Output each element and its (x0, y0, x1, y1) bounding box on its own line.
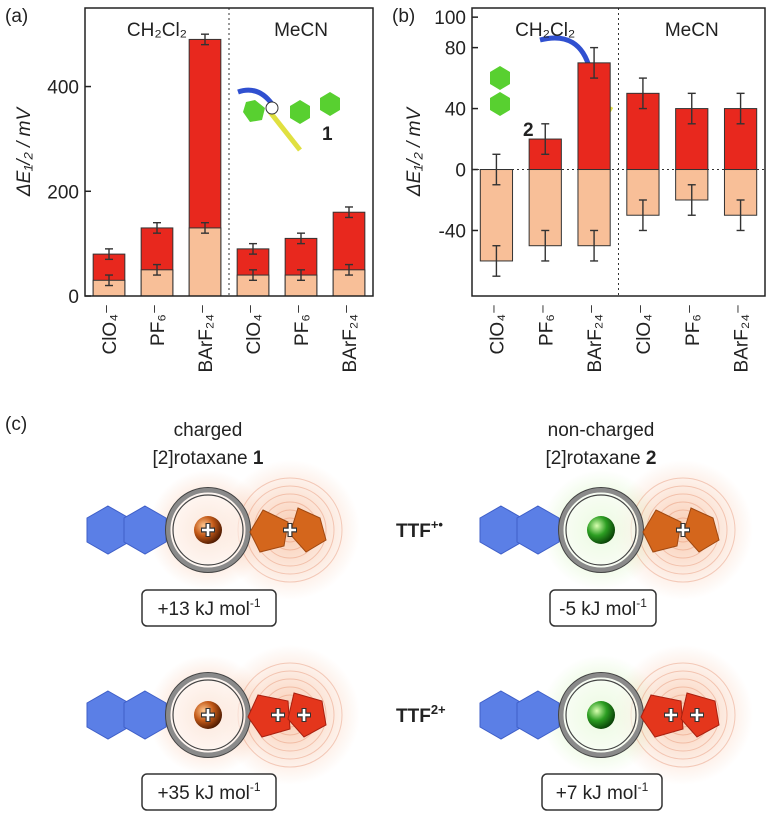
plot-frame (84, 7, 374, 297)
column-title: non-charged (548, 420, 655, 441)
column-title: charged (174, 420, 243, 441)
y-tick-label: 100 (434, 8, 466, 29)
energy-unit-exponent: -1 (636, 596, 647, 610)
column-title-text: [2]rotaxane (153, 448, 253, 469)
row-label-charge: +• (431, 517, 444, 532)
error-bar (541, 123, 550, 155)
y-tick-label: -40 (439, 221, 466, 242)
x-tick-label: BArF₂₄⁻ (196, 304, 217, 372)
error-bar (736, 92, 745, 125)
error-bar (590, 46, 599, 79)
energy-text: +35 kJ mol (157, 783, 249, 804)
y-axis-label: ΔE₁/₂ / mV (404, 106, 425, 198)
error-bar (492, 153, 501, 186)
error-bar (153, 263, 161, 276)
energy-unit-exponent: -1 (250, 596, 261, 610)
plot-frame (471, 7, 766, 297)
error-bar (297, 269, 305, 281)
column-title-text: [2]rotaxane (546, 448, 646, 469)
energy-text: +7 kJ mol (556, 783, 638, 804)
error-bar (153, 221, 161, 234)
x-tick-label: BArF₂₄⁻ (585, 304, 606, 372)
error-bar (345, 206, 353, 219)
y-tick-label: 40 (445, 100, 466, 121)
energy-text: -5 kJ mol (559, 599, 636, 620)
error-bar (249, 242, 257, 255)
y-axis-label: ΔE₁/₂ / mV (14, 106, 35, 198)
error-bar (105, 274, 113, 287)
energy-text: +13 kJ mol (157, 599, 249, 620)
energy-unit-exponent: -1 (250, 780, 261, 794)
x-tick-label: BArF₂₄⁻ (732, 304, 753, 372)
row-label: TTF+• (396, 517, 443, 542)
molecule-sketch (237, 87, 340, 152)
bar (140, 269, 174, 297)
column-title: [2]rotaxane 2 (546, 448, 657, 469)
x-tick-label: PF₆⁻ (292, 304, 313, 346)
x-tick-label: BArF₂₄⁻ (340, 304, 361, 372)
x-tick-label: ClO₄⁻ (634, 304, 655, 355)
group-label: CH₂Cl₂ (515, 20, 575, 41)
error-bar (297, 232, 305, 245)
error-bar (590, 229, 599, 262)
row-label-text: TTF (396, 706, 431, 727)
energy-boxes (141, 589, 663, 811)
y-tick-label: 0 (455, 161, 466, 182)
x-tick-label: ClO₄⁻ (244, 304, 265, 355)
error-bar (687, 92, 696, 125)
group-label: CH₂Cl₂ (127, 20, 187, 41)
bar (577, 62, 611, 171)
panel-label: (a) (5, 6, 28, 27)
compound-number: 2 (523, 120, 534, 141)
compound-number: 1 (322, 124, 333, 145)
error-bar (638, 77, 647, 110)
error-bar (345, 263, 353, 276)
error-bar (201, 221, 209, 234)
error-bar (249, 269, 257, 281)
energy-label: +7 kJ mol-1 (556, 780, 649, 804)
error-bar (201, 33, 209, 46)
panel-label: (c) (5, 414, 27, 435)
compound-number: 1 (253, 448, 264, 469)
group-label: MeCN (274, 20, 328, 41)
error-bar (638, 199, 647, 232)
panel-label: (b) (392, 6, 415, 27)
x-tick-label: ClO₄⁻ (100, 304, 121, 355)
error-bar (105, 248, 113, 261)
row-label-text: TTF (396, 521, 431, 542)
bar (188, 227, 222, 297)
y-tick-label: 200 (47, 182, 79, 203)
y-tick-label: 0 (68, 287, 79, 308)
column-title: [2]rotaxane 1 (153, 448, 264, 469)
energy-label: +35 kJ mol-1 (157, 780, 260, 804)
x-tick-label: ClO₄⁻ (487, 304, 508, 355)
x-tick-label: PF₆⁻ (148, 304, 169, 346)
x-tick-label: PF₆⁻ (536, 304, 557, 346)
y-tick-label: 80 (445, 39, 466, 60)
energy-label: -5 kJ mol-1 (559, 596, 647, 620)
group-label: MeCN (665, 20, 719, 41)
x-tick-label: PF₆⁻ (683, 304, 704, 346)
error-bar (736, 199, 745, 232)
error-bar (541, 229, 550, 262)
row-label: TTF2+ (396, 702, 446, 727)
energy-label: +13 kJ mol-1 (157, 596, 260, 620)
row-label-charge: 2+ (431, 702, 446, 717)
y-tick-label: 400 (47, 78, 79, 99)
energy-unit-exponent: -1 (638, 780, 649, 794)
error-bar (492, 245, 501, 277)
compound-number: 2 (646, 448, 657, 469)
error-bar (687, 184, 696, 216)
